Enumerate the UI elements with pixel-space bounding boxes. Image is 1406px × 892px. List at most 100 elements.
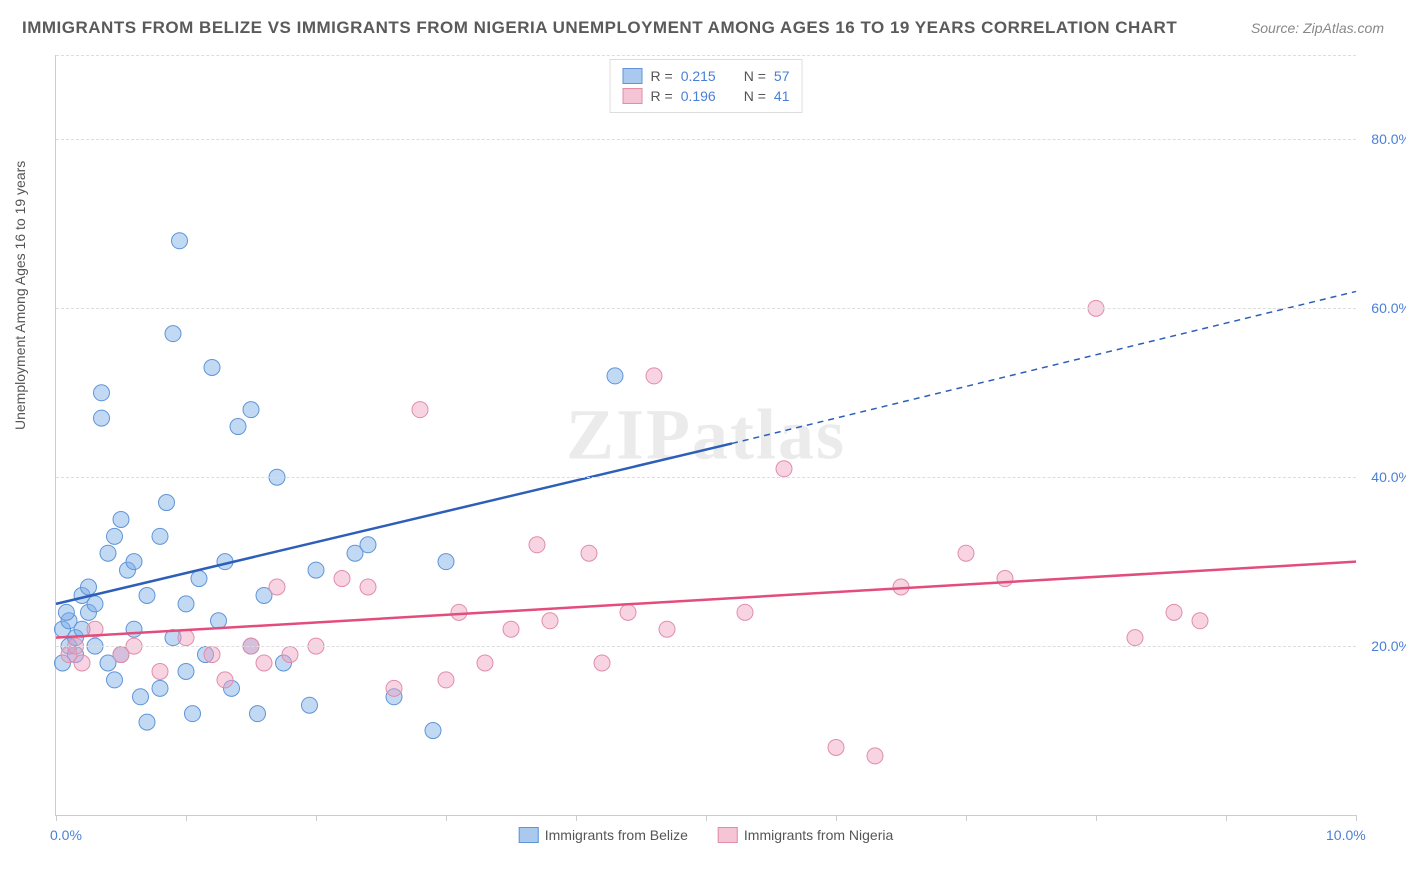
- data-point: [152, 528, 168, 544]
- data-point: [159, 495, 175, 511]
- data-point: [269, 579, 285, 595]
- data-point: [165, 326, 181, 342]
- data-point: [503, 621, 519, 637]
- data-point: [204, 359, 220, 375]
- legend-swatch: [718, 827, 738, 843]
- y-tick-label: 20.0%: [1371, 638, 1406, 654]
- data-point: [191, 571, 207, 587]
- data-point: [334, 571, 350, 587]
- data-point: [412, 402, 428, 418]
- data-point: [1192, 613, 1208, 629]
- trend-line: [56, 562, 1356, 638]
- data-point: [386, 680, 402, 696]
- x-tick: [186, 815, 187, 821]
- gridline: [56, 55, 1356, 56]
- x-tick-label: 0.0%: [50, 827, 82, 843]
- stat-r-value: 0.215: [681, 68, 716, 84]
- data-point: [360, 579, 376, 595]
- data-point: [94, 385, 110, 401]
- data-point: [133, 689, 149, 705]
- data-point: [94, 410, 110, 426]
- stat-n-label: N =: [744, 88, 766, 104]
- data-point: [204, 647, 220, 663]
- data-point: [737, 604, 753, 620]
- x-tick: [576, 815, 577, 821]
- legend-stat-row: R =0.215N =57: [623, 66, 790, 86]
- data-point: [529, 537, 545, 553]
- stat-n-label: N =: [744, 68, 766, 84]
- x-tick: [1096, 815, 1097, 821]
- data-point: [646, 368, 662, 384]
- y-axis-label: Unemployment Among Ages 16 to 19 years: [12, 161, 28, 430]
- data-point: [87, 596, 103, 612]
- data-point: [594, 655, 610, 671]
- legend-swatch: [623, 88, 643, 104]
- data-point: [107, 528, 123, 544]
- stat-r-label: R =: [651, 88, 673, 104]
- legend-stats: R = 0.215 N = 57 R = 0.196 N = 41: [610, 59, 803, 113]
- y-tick-label: 60.0%: [1371, 300, 1406, 316]
- gridline: [56, 646, 1356, 647]
- data-point: [828, 739, 844, 755]
- x-tick: [1356, 815, 1357, 821]
- data-point: [172, 233, 188, 249]
- data-point: [776, 461, 792, 477]
- data-point: [74, 655, 90, 671]
- data-point: [243, 402, 259, 418]
- data-point: [126, 621, 142, 637]
- legend-stat-row: R = 0.196 N = 41: [623, 86, 790, 106]
- plot-area: ZIPatlas R =0.215N =57R =0.196N =41 Immi…: [55, 55, 1356, 816]
- data-point: [100, 545, 116, 561]
- x-tick: [316, 815, 317, 821]
- stat-n-value: 41: [774, 88, 790, 104]
- y-tick-label: 80.0%: [1371, 131, 1406, 147]
- data-point: [620, 604, 636, 620]
- trend-line-dashed: [732, 291, 1356, 443]
- data-point: [185, 706, 201, 722]
- data-point: [302, 697, 318, 713]
- data-point: [113, 511, 129, 527]
- x-tick: [706, 815, 707, 821]
- x-tick: [56, 815, 57, 821]
- data-point: [139, 714, 155, 730]
- data-point: [607, 368, 623, 384]
- legend-bottom: Immigrants from Belize Immigrants from Ni…: [519, 827, 894, 843]
- data-point: [867, 748, 883, 764]
- data-point: [477, 655, 493, 671]
- data-point: [152, 680, 168, 696]
- legend-item: Immigrants from Belize: [519, 827, 688, 843]
- x-tick: [1226, 815, 1227, 821]
- data-point: [438, 554, 454, 570]
- chart-title: IMMIGRANTS FROM BELIZE VS IMMIGRANTS FRO…: [22, 18, 1177, 38]
- data-point: [659, 621, 675, 637]
- trend-line: [56, 443, 732, 603]
- data-point: [178, 630, 194, 646]
- data-point: [256, 655, 272, 671]
- legend-label: Immigrants from Belize: [545, 827, 688, 843]
- data-point: [360, 537, 376, 553]
- x-tick-label: 10.0%: [1326, 827, 1366, 843]
- data-point: [152, 663, 168, 679]
- y-tick-label: 40.0%: [1371, 469, 1406, 485]
- stat-n-value: 57: [774, 68, 790, 84]
- data-point: [958, 545, 974, 561]
- legend-swatch: [519, 827, 539, 843]
- data-point: [81, 579, 97, 595]
- data-point: [178, 596, 194, 612]
- data-point: [425, 723, 441, 739]
- gridline: [56, 308, 1356, 309]
- stat-r-value: 0.196: [681, 88, 716, 104]
- data-point: [107, 672, 123, 688]
- legend-swatch: [623, 68, 643, 84]
- data-point: [438, 672, 454, 688]
- x-tick: [836, 815, 837, 821]
- data-point: [282, 647, 298, 663]
- gridline: [56, 139, 1356, 140]
- source-label: Source: ZipAtlas.com: [1251, 20, 1384, 36]
- x-tick: [966, 815, 967, 821]
- data-point: [308, 562, 324, 578]
- data-point: [581, 545, 597, 561]
- data-point: [997, 571, 1013, 587]
- legend-label: Immigrants from Nigeria: [744, 827, 893, 843]
- data-point: [1166, 604, 1182, 620]
